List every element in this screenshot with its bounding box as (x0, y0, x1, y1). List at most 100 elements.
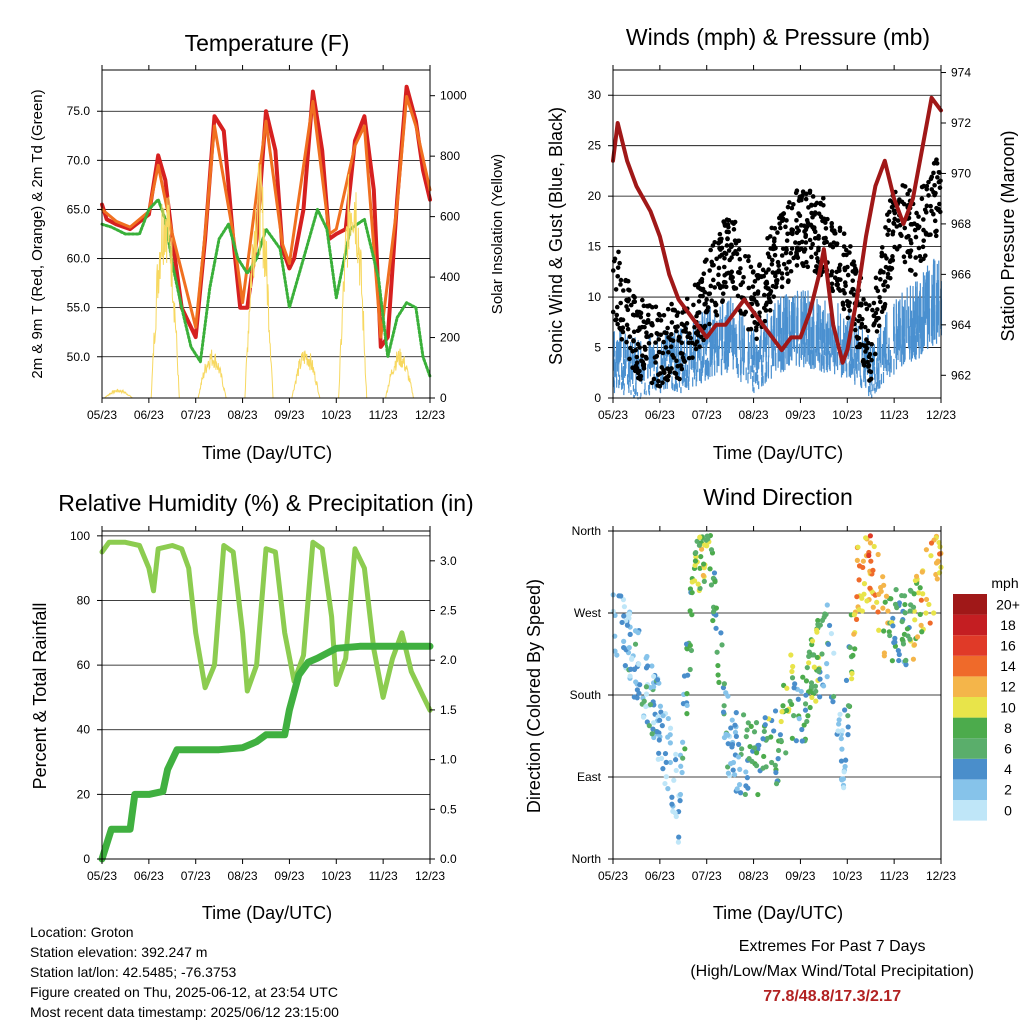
wind-mark (837, 351, 839, 371)
wind-mark (700, 369, 702, 382)
wind-mark (918, 334, 920, 359)
x-tick-label: 11/23 (880, 869, 909, 883)
wind-mark (632, 368, 634, 381)
direction-point (667, 725, 674, 731)
gust-point (773, 273, 778, 279)
wind-mark (711, 361, 713, 377)
direction-point (626, 611, 633, 617)
x-tick-label: 07/23 (692, 869, 722, 883)
direction-point (665, 785, 671, 792)
direction-point (626, 645, 632, 651)
gust-point (614, 304, 620, 310)
wind-mark (709, 362, 711, 378)
direction-point (824, 661, 830, 667)
gust-point (820, 218, 825, 224)
direction-point (644, 653, 650, 660)
wind-mark (754, 372, 757, 384)
gust-point (621, 288, 626, 293)
wind-mark (678, 378, 681, 388)
y2-tick-label: 0.5 (440, 802, 457, 816)
direction-point (662, 780, 668, 787)
wind-mark (653, 344, 655, 366)
gust-point (741, 274, 746, 280)
gust-point (725, 236, 730, 242)
wind-mark (790, 331, 792, 357)
gust-point (912, 227, 918, 233)
wind-mark (784, 307, 786, 342)
gust-point (861, 357, 866, 363)
direction-point (679, 769, 685, 776)
wind-mark (857, 339, 859, 362)
gust-point (933, 233, 939, 239)
wind-mark (920, 327, 922, 355)
wind-mark (685, 369, 688, 382)
wind-mark (878, 333, 880, 359)
wind-mark (626, 337, 629, 361)
wind-mark (880, 373, 883, 385)
direction-point (612, 612, 618, 619)
gust-point (726, 229, 731, 235)
gust-point (798, 223, 804, 228)
wind-mark (721, 301, 724, 338)
wind-mark (649, 361, 651, 377)
direction-point (620, 597, 627, 603)
y-tick-label: North (572, 524, 601, 538)
x-tick-label: 09/23 (785, 869, 815, 883)
direction-point (725, 732, 731, 738)
gust-point (921, 183, 927, 189)
gust-point (785, 231, 790, 237)
wind-mark (924, 275, 926, 321)
wind-mark (829, 312, 831, 345)
direction-point (710, 617, 716, 624)
gust-point (669, 301, 674, 307)
y2-tick-label: 2.5 (440, 604, 457, 618)
wind-mark (635, 374, 637, 385)
gust-point (638, 377, 643, 382)
gust-point (892, 216, 898, 222)
direction-point (902, 601, 908, 608)
wind-mark (831, 328, 834, 355)
y-tick-label: 0 (594, 391, 601, 405)
gust-point (740, 280, 746, 285)
wind-mark (713, 319, 715, 350)
gust-point (701, 271, 707, 277)
y-tick-label: 30 (588, 88, 602, 102)
wind-mark (639, 358, 641, 375)
wind-mark (911, 318, 913, 349)
gust-point (729, 269, 735, 275)
gust-point (796, 211, 801, 216)
direction-point (732, 729, 739, 735)
direction-point (778, 718, 784, 725)
wind-mark (803, 297, 805, 335)
direction-point (820, 683, 827, 689)
direction-point (878, 584, 884, 591)
gust-point (630, 349, 635, 354)
wind-mark (796, 307, 798, 342)
direction-point (687, 642, 693, 649)
gust-point (883, 264, 889, 270)
gust-point (810, 194, 816, 199)
direction-point (870, 567, 876, 573)
gust-point (814, 264, 820, 270)
direction-point (811, 652, 817, 658)
direction-point (842, 707, 848, 713)
direction-point (732, 722, 738, 728)
y-tick-label: North (572, 852, 601, 866)
wind-mark (925, 282, 927, 325)
gust-point (928, 203, 933, 209)
wind-mark (803, 331, 805, 357)
wind-mark (634, 388, 636, 394)
wind-mark (782, 311, 784, 344)
gust-point (722, 264, 727, 270)
direction-point (701, 542, 708, 548)
gust-point (857, 313, 862, 319)
wind-mark (893, 358, 895, 375)
gust-point (793, 240, 798, 245)
gust-point (902, 225, 908, 231)
direction-point (854, 557, 860, 563)
direction-point (849, 670, 855, 677)
gust-point (732, 238, 738, 243)
direction-point (656, 750, 662, 756)
wind-mark (622, 375, 624, 386)
gust-point (878, 277, 883, 282)
